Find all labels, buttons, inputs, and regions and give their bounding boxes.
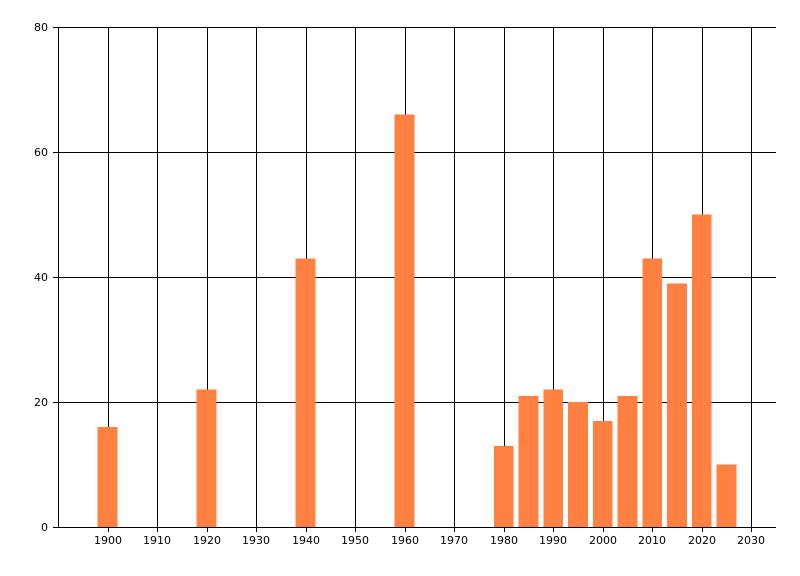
x-tick-label-1960: 1960	[391, 534, 419, 547]
x-tick-label-1980: 1980	[490, 534, 518, 547]
x-tick-label-1930: 1930	[242, 534, 270, 547]
y-tick-label-60: 60	[34, 146, 48, 159]
x-tick-label-1920: 1920	[193, 534, 221, 547]
x-tick-label-2030: 2030	[737, 534, 765, 547]
bar-2005	[617, 395, 638, 527]
bar-2020	[691, 214, 712, 527]
x-tick-label-1970: 1970	[440, 534, 468, 547]
y-tick-label-20: 20	[34, 396, 48, 409]
x-tick-label-1910: 1910	[143, 534, 171, 547]
bars	[97, 114, 737, 527]
x-tick-label-2020: 2020	[688, 534, 716, 547]
bar-2010	[642, 258, 663, 527]
x-tick-label-2010: 2010	[638, 534, 666, 547]
bar-2015	[667, 283, 687, 527]
x-tick-label-1900: 1900	[94, 534, 122, 547]
y-tick-label-80: 80	[34, 21, 48, 34]
y-axis-tick-labels: 0 20 40 60 80	[34, 21, 48, 534]
bar-2025	[716, 464, 737, 527]
bar-1920	[196, 389, 217, 527]
bar-1900	[97, 427, 118, 527]
bar-1985	[518, 395, 539, 527]
bar-1995	[568, 402, 588, 527]
y-tick-label-40: 40	[34, 271, 48, 284]
bar-1940	[295, 258, 316, 527]
x-tick-label-1940: 1940	[292, 534, 320, 547]
bar-1980	[493, 445, 514, 527]
bar-1990	[543, 389, 564, 527]
axes	[53, 27, 776, 532]
x-tick-label-1950: 1950	[341, 534, 369, 547]
x-tick-label-1990: 1990	[539, 534, 567, 547]
bar-1960	[394, 114, 415, 527]
x-tick-label-2000: 2000	[589, 534, 617, 547]
x-axis-tick-labels: 1900 1910 1920 1930 1940 1950 1960 1970 1980 1990…	[94, 534, 765, 547]
bar-2000	[592, 420, 613, 527]
y-tick-label-0: 0	[41, 521, 48, 534]
